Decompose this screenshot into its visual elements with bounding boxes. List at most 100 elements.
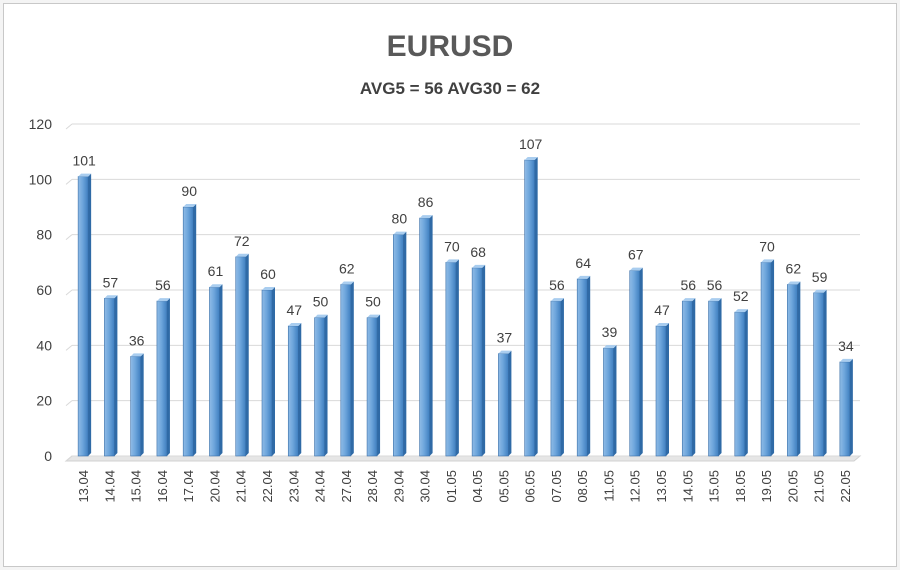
bar-front — [104, 297, 115, 457]
bar-top — [787, 281, 801, 285]
grid-line-depth — [65, 178, 73, 185]
bar-front — [629, 270, 641, 457]
bar — [524, 156, 538, 457]
data-label: 47 — [654, 302, 670, 318]
x-tick-label: 15.05 — [707, 470, 722, 503]
bar-front — [655, 325, 667, 457]
bar — [734, 309, 748, 457]
bar — [576, 275, 591, 457]
bar-top — [498, 350, 512, 354]
bar — [813, 289, 827, 457]
bar-front — [156, 300, 168, 457]
bar-front — [813, 292, 824, 457]
bar — [419, 215, 433, 457]
data-label: 50 — [365, 294, 381, 310]
x-tick-label: 28.04 — [365, 470, 380, 503]
grid-line-depth — [65, 400, 73, 407]
bar-side — [455, 259, 459, 456]
bar-top — [156, 298, 170, 302]
bar-top — [209, 284, 223, 288]
bar-front — [340, 284, 352, 457]
x-tick-label: 29.04 — [391, 470, 406, 503]
data-label: 60 — [260, 266, 276, 282]
data-label: 56 — [707, 277, 723, 293]
grid-line-depth — [65, 455, 73, 462]
bar-side — [560, 298, 564, 456]
bar-side — [193, 204, 197, 456]
y-tick-label: 120 — [29, 116, 53, 132]
bar-top — [393, 231, 407, 235]
bar-side — [245, 253, 249, 456]
y-tick-label: 20 — [36, 393, 52, 409]
bar-side — [298, 322, 302, 456]
bar — [287, 322, 302, 457]
data-label: 72 — [234, 233, 250, 249]
data-label: 56 — [549, 277, 565, 293]
bar-side — [272, 287, 275, 456]
bar — [156, 298, 170, 457]
bar-front — [235, 256, 247, 457]
x-tick-label: 14.04 — [102, 470, 117, 503]
y-tick-label: 60 — [36, 282, 52, 298]
bar-front — [366, 317, 378, 457]
bar-top — [235, 253, 249, 257]
x-tick-label: 15.04 — [129, 470, 144, 503]
bar — [209, 284, 223, 457]
data-label: 80 — [392, 211, 408, 227]
data-label: 70 — [444, 238, 460, 254]
bar-side — [718, 298, 722, 456]
bar-top — [629, 267, 643, 271]
bar-side — [350, 281, 354, 456]
data-label: 86 — [418, 194, 434, 210]
x-tick-label: 08.05 — [575, 470, 590, 503]
data-label: 34 — [838, 338, 854, 354]
bar-front — [787, 284, 798, 457]
data-label: 101 — [72, 153, 96, 169]
data-label: 70 — [759, 238, 775, 254]
x-tick-label: 01.05 — [444, 470, 459, 503]
x-axis: 13.04 14.04 15.04 16.04 17.04 20.04 21.04 22.04… — [76, 470, 853, 503]
bar-top — [419, 215, 433, 219]
bar-top — [445, 259, 459, 263]
x-tick-label: 17.04 — [181, 470, 196, 503]
bar-front — [498, 353, 509, 457]
bar-side — [771, 259, 775, 456]
bar-front — [681, 300, 693, 457]
data-label: 56 — [680, 277, 696, 293]
bar-top — [288, 322, 302, 326]
bar-front — [419, 217, 430, 457]
bar-top — [734, 309, 748, 313]
bar-front — [471, 267, 483, 457]
data-label: 36 — [129, 332, 145, 348]
bar-side — [403, 231, 407, 456]
data-label: 47 — [286, 302, 302, 318]
data-label: 37 — [497, 330, 513, 346]
bar — [340, 281, 354, 457]
bar-side — [666, 322, 669, 456]
x-tick-label: 07.05 — [549, 470, 564, 503]
bar — [760, 259, 775, 457]
bars: 101 57 36 56 90 61 72 60 47 50 62 50 80 86 70 68 37 107 56… — [72, 136, 854, 457]
grid-lines — [64, 123, 862, 462]
data-label: 56 — [155, 277, 171, 293]
bar-front — [603, 347, 614, 457]
x-tick-label: 27.04 — [339, 470, 354, 503]
grid-line-depth — [65, 123, 73, 130]
bar — [393, 231, 407, 457]
x-tick-label: 12.05 — [628, 470, 643, 503]
bar-side — [587, 275, 591, 456]
x-tick-label: 04.05 — [470, 470, 485, 503]
bar-front — [182, 206, 194, 457]
x-tick-label: 24.04 — [313, 470, 328, 503]
x-tick-label: 16.04 — [155, 470, 170, 503]
bar-top — [314, 314, 328, 318]
x-tick-label: 18.05 — [733, 470, 748, 503]
bar-top — [104, 295, 118, 299]
bar-top — [262, 287, 275, 290]
bar-top — [708, 298, 722, 302]
bar — [261, 287, 275, 457]
bar-front — [760, 262, 772, 457]
bar-front — [209, 286, 220, 457]
bar — [655, 322, 669, 457]
